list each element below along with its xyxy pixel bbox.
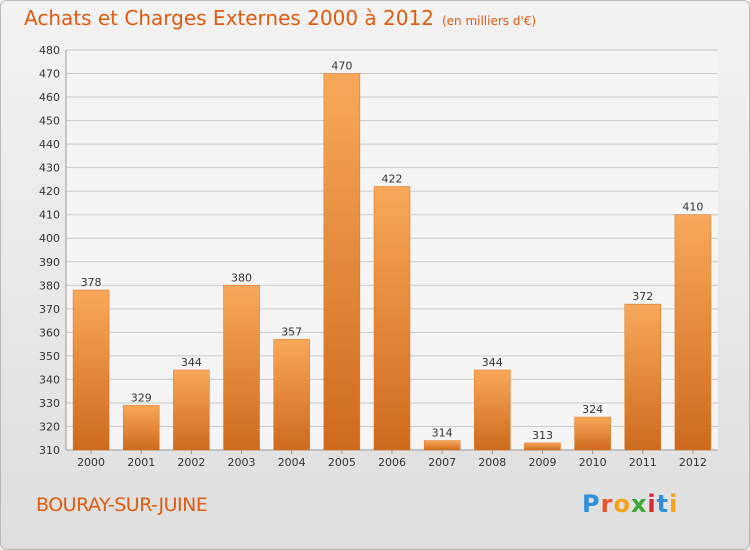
bar [423,440,461,451]
bar [474,369,511,451]
data-label: 314 [432,427,453,440]
chart-title: Achats et Charges Externes 2000 à 2012 (e… [24,6,536,30]
y-tick-label: 310 [39,444,60,457]
y-tick-label: 460 [39,91,60,104]
bar [323,73,361,451]
y-tick-label: 440 [39,138,60,151]
x-tick-label: 2000 [77,456,105,469]
y-tick-label: 340 [39,373,60,386]
y-tick-label: 470 [39,68,60,81]
logo-letter: P [582,490,601,518]
logo-letter: t [656,490,670,518]
y-tick-label: 420 [39,185,60,198]
y-tick-label: 450 [39,115,60,128]
data-label: 422 [382,172,403,185]
bar [574,416,611,451]
x-tick-label: 2003 [228,456,256,469]
y-tick-label: 370 [39,303,60,316]
y-tick-label: 390 [39,256,60,269]
y-tick-label: 320 [39,420,60,433]
chart-subtitle: (en milliers d'€) [441,14,537,28]
title-text: Achats et Charges Externes 2000 à 2012 [24,6,434,30]
y-tick-label: 430 [39,162,60,175]
x-tick-label: 2001 [127,456,155,469]
data-label: 372 [632,290,653,303]
data-label: 410 [682,201,703,214]
bar [223,285,260,451]
data-label: 344 [482,356,503,369]
logo-letter: o [613,490,631,518]
bar [173,369,210,451]
data-label: 313 [532,429,553,442]
logo-letter: r [600,490,614,518]
bar [72,289,110,451]
data-label: 329 [131,391,152,404]
x-tick-label: 2010 [579,456,607,469]
x-tick-label: 2007 [428,456,456,469]
bar-layer: 378 329 344 380 357 470 422 314 344 313 324 372 410 [72,60,712,451]
x-tick-label: 2009 [528,456,556,469]
x-tick-label: 2002 [177,456,205,469]
logo-letter: i [647,490,657,518]
x-tick-label: 2004 [278,456,306,469]
logo-letter: i [669,490,679,518]
data-label: 378 [81,276,102,289]
data-label: 470 [331,60,352,73]
y-tick-label: 400 [39,232,60,245]
x-tick-label: 2006 [378,456,406,469]
y-tick-label: 330 [39,397,60,410]
y-tick-label: 380 [39,279,60,292]
x-tick-label: 2008 [478,456,506,469]
bar [524,442,561,451]
data-label: 324 [582,403,603,416]
x-tick-label: 2011 [629,456,657,469]
x-tick-label: 2012 [679,456,707,469]
y-tick-label: 350 [39,350,60,363]
data-label: 380 [231,271,252,284]
y-tick-label: 360 [39,326,60,339]
data-label: 344 [181,356,202,369]
logo-letter: x [630,490,648,518]
data-label: 357 [281,325,302,338]
y-tick-label: 480 [39,44,60,57]
bar [273,339,310,451]
bar [674,214,712,451]
y-tick-label: 410 [39,209,60,222]
proxiti-logo: Proxiti [582,490,678,518]
bar [373,186,411,451]
bar [122,405,160,451]
x-tick-label: 2005 [328,456,356,469]
bar [624,303,662,451]
city-label: BOURAY-SUR-JUINE [36,494,208,516]
